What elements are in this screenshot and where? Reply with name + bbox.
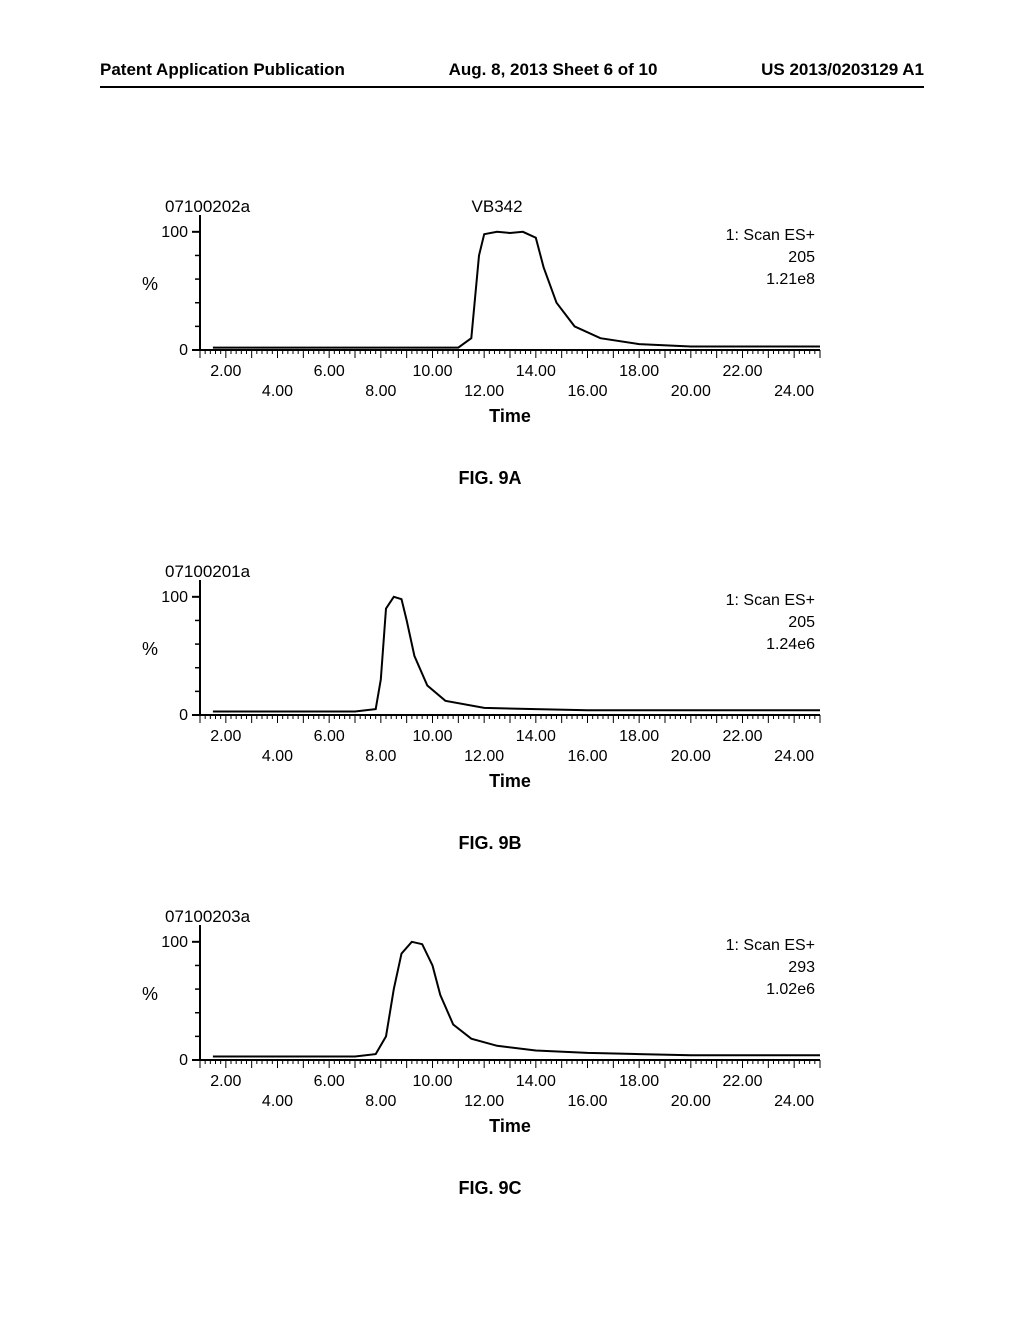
x-tick-label: 10.00: [412, 363, 452, 380]
y-tick-label: 100: [161, 224, 188, 241]
x-tick-label: 20.00: [671, 1093, 711, 1110]
header-right: US 2013/0203129 A1: [761, 60, 924, 80]
x-tick-label: 22.00: [722, 728, 762, 745]
chromatogram-svg: 07100203a 1: Scan ES+ 293 1.02e6 0 100% 2.00 6.…: [130, 900, 850, 1170]
y-tick-label: 0: [179, 1052, 188, 1069]
y-label: %: [142, 274, 158, 294]
x-tick-label: 2.00: [210, 728, 241, 745]
y-tick-label: 100: [161, 589, 188, 606]
scan-info-line: 1.02e6: [766, 981, 815, 998]
header-left: Patent Application Publication: [100, 60, 345, 80]
x-tick-label: 18.00: [619, 1073, 659, 1090]
figure-caption: FIG. 9B: [130, 833, 850, 854]
x-tick-label: 8.00: [365, 748, 396, 765]
x-tick-label: 8.00: [365, 383, 396, 400]
scan-info-line: 1.21e8: [766, 271, 815, 288]
figure-caption: FIG. 9A: [130, 468, 850, 489]
y-label: %: [142, 639, 158, 659]
x-tick-label: 10.00: [412, 728, 452, 745]
sample-id: 07100203a: [165, 907, 251, 926]
x-tick-label: 6.00: [314, 363, 345, 380]
figure-caption: FIG. 9C: [130, 1178, 850, 1199]
y-tick-label: 100: [161, 934, 188, 951]
x-tick-label: 4.00: [262, 383, 293, 400]
x-tick-label: 18.00: [619, 728, 659, 745]
x-tick-label: 20.00: [671, 748, 711, 765]
chromatogram-svg: 07100202a VB342 1: Scan ES+ 205 1.21e8 0 100% 2…: [130, 190, 850, 460]
x-tick-label: 14.00: [516, 1073, 556, 1090]
x-tick-label: 12.00: [464, 383, 504, 400]
x-label: Time: [489, 1116, 531, 1136]
x-tick-label: 2.00: [210, 1073, 241, 1090]
x-tick-label: 4.00: [262, 748, 293, 765]
x-tick-label: 16.00: [567, 748, 607, 765]
scan-info-line: 205: [788, 614, 815, 631]
x-tick-label: 22.00: [722, 1073, 762, 1090]
chart-fig-9b: 07100201a 1: Scan ES+ 205 1.24e6 0 100% 2.00 6.…: [130, 555, 850, 854]
scan-info-line: 1: Scan ES+: [726, 592, 815, 609]
scan-info-line: 293: [788, 959, 815, 976]
y-tick-label: 0: [179, 342, 188, 359]
x-tick-label: 12.00: [464, 1093, 504, 1110]
x-tick-label: 24.00: [774, 1093, 814, 1110]
x-tick-label: 14.00: [516, 363, 556, 380]
chart-fig-9c: 07100203a 1: Scan ES+ 293 1.02e6 0 100% 2.00 6.…: [130, 900, 850, 1199]
x-tick-label: 4.00: [262, 1093, 293, 1110]
peak-label: VB342: [472, 197, 523, 216]
x-label: Time: [489, 771, 531, 791]
x-tick-label: 2.00: [210, 363, 241, 380]
x-tick-label: 16.00: [567, 1093, 607, 1110]
x-tick-label: 10.00: [412, 1073, 452, 1090]
page: Patent Application Publication Aug. 8, 2…: [0, 0, 1024, 1320]
y-tick-label: 0: [179, 707, 188, 724]
x-tick-label: 6.00: [314, 728, 345, 745]
scan-info-line: 1.24e6: [766, 636, 815, 653]
x-tick-label: 12.00: [464, 748, 504, 765]
y-label: %: [142, 984, 158, 1004]
scan-info-line: 1: Scan ES+: [726, 227, 815, 244]
x-tick-label: 20.00: [671, 383, 711, 400]
x-tick-label: 8.00: [365, 1093, 396, 1110]
x-tick-label: 24.00: [774, 748, 814, 765]
chromatogram-svg: 07100201a 1: Scan ES+ 205 1.24e6 0 100% 2.00 6.…: [130, 555, 850, 825]
x-tick-label: 14.00: [516, 728, 556, 745]
x-tick-label: 24.00: [774, 383, 814, 400]
sample-id: 07100201a: [165, 562, 251, 581]
x-tick-label: 22.00: [722, 363, 762, 380]
x-tick-label: 16.00: [567, 383, 607, 400]
scan-info-line: 1: Scan ES+: [726, 937, 815, 954]
header-center: Aug. 8, 2013 Sheet 6 of 10: [449, 60, 658, 80]
x-tick-label: 18.00: [619, 363, 659, 380]
page-header: Patent Application Publication Aug. 8, 2…: [100, 60, 924, 88]
chart-fig-9a: 07100202a VB342 1: Scan ES+ 205 1.21e8 0 100% 2…: [130, 190, 850, 489]
x-label: Time: [489, 406, 531, 426]
x-tick-label: 6.00: [314, 1073, 345, 1090]
scan-info-line: 205: [788, 249, 815, 266]
sample-id: 07100202a: [165, 197, 251, 216]
